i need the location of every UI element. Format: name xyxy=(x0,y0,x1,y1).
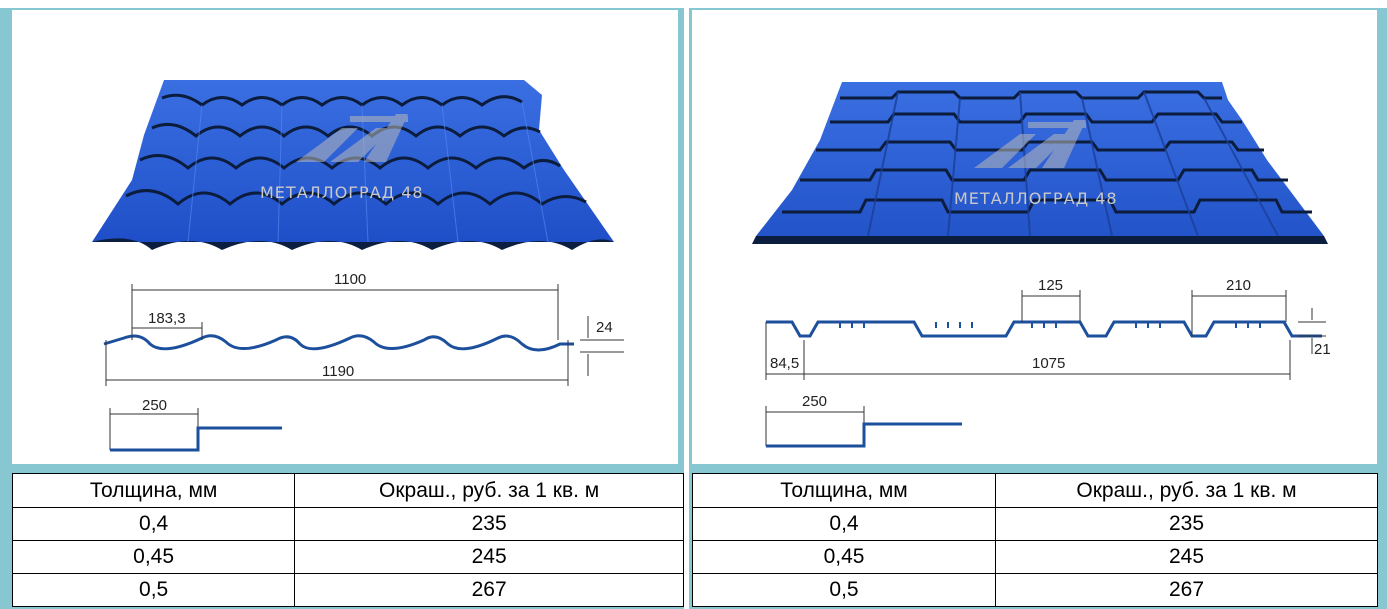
watermark-text-left: МЕТАЛЛОГРАД 48 xyxy=(260,183,424,202)
dimension-step-right: 250 xyxy=(802,393,827,410)
top-band xyxy=(0,0,1387,10)
left-product-illustration: МЕТАЛЛОГРАД 48 1100 183,3 1190 24 xyxy=(92,80,624,452)
dimension-height-right: 21 xyxy=(1314,341,1331,358)
left-illustration-area: МЕТАЛЛОГРАД 48 1100 183,3 1190 24 xyxy=(12,10,678,464)
header-price: Окраш., руб. за 1 кв. м xyxy=(294,473,684,508)
cell-thickness: 0,5 xyxy=(11,573,296,607)
table-row: 0,45 245 xyxy=(692,540,1378,574)
cell-price: 267 xyxy=(294,573,684,607)
right-product-panel: МЕТАЛЛОГРАД 48 xyxy=(689,8,1387,609)
left-product-panel: МЕТАЛЛОГРАД 48 1100 183,3 1190 24 xyxy=(0,8,684,609)
table-row: 0,4 235 xyxy=(11,507,684,541)
table-row: 0,5 267 xyxy=(11,573,684,607)
wave-profile-drawing-left: 1100 183,3 1190 24 xyxy=(103,271,624,450)
cell-price: 267 xyxy=(995,573,1378,607)
dimension-top-a-right: 125 xyxy=(1038,277,1063,294)
price-table-left: Толщина, мм Окраш., руб. за 1 кв. м 0,4 … xyxy=(11,473,684,607)
table-row: 0,45 245 xyxy=(11,540,684,574)
cell-thickness: 0,4 xyxy=(11,507,296,541)
right-product-illustration: МЕТАЛЛОГРАД 48 xyxy=(752,82,1331,448)
table-row: 0,5 267 xyxy=(692,573,1378,607)
cell-price: 245 xyxy=(294,540,684,574)
dimension-pitch-left: 183,3 xyxy=(148,310,186,327)
cell-price: 245 xyxy=(995,540,1378,574)
cell-price: 235 xyxy=(294,507,684,541)
cell-thickness: 0,45 xyxy=(692,540,996,574)
cell-thickness: 0,5 xyxy=(692,573,996,607)
cell-price: 235 xyxy=(995,507,1378,541)
step-profile-drawing-left: 250 xyxy=(110,397,282,452)
watermark-logo-left xyxy=(296,114,408,162)
metal-tile-sheet-left xyxy=(92,80,614,250)
cell-thickness: 0,45 xyxy=(11,540,296,574)
step-profile-drawing-right: 250 xyxy=(766,393,962,448)
dimension-edge-right: 84,5 xyxy=(770,355,799,372)
dimension-top-b-right: 210 xyxy=(1226,277,1251,294)
dimension-useful-width-right: 1075 xyxy=(1032,355,1065,372)
dimension-useful-width-left: 1100 xyxy=(334,271,366,288)
right-illustration-area: МЕТАЛЛОГРАД 48 xyxy=(692,10,1377,464)
table-row: 0,4 235 xyxy=(692,507,1378,541)
trapezoid-profile-drawing-right: 125 210 84,5 1075 21 xyxy=(765,277,1331,446)
header-thickness: Толщина, мм xyxy=(692,473,996,508)
table-header-row: Толщина, мм Окраш., руб. за 1 кв. м xyxy=(692,473,1378,508)
cell-thickness: 0,4 xyxy=(692,507,996,541)
watermark-text-right: МЕТАЛЛОГРАД 48 xyxy=(954,189,1118,208)
dimension-height-left: 24 xyxy=(596,319,613,336)
price-table-right: Толщина, мм Окраш., руб. за 1 кв. м 0,4 … xyxy=(692,473,1378,607)
header-price: Окраш., руб. за 1 кв. м xyxy=(995,473,1378,508)
dimension-full-width-left: 1190 xyxy=(322,363,354,380)
dimension-step-left: 250 xyxy=(142,397,167,414)
header-thickness: Толщина, мм xyxy=(11,473,296,508)
table-header-row: Толщина, мм Окраш., руб. за 1 кв. м xyxy=(11,473,684,508)
watermark-logo-right xyxy=(974,120,1086,168)
